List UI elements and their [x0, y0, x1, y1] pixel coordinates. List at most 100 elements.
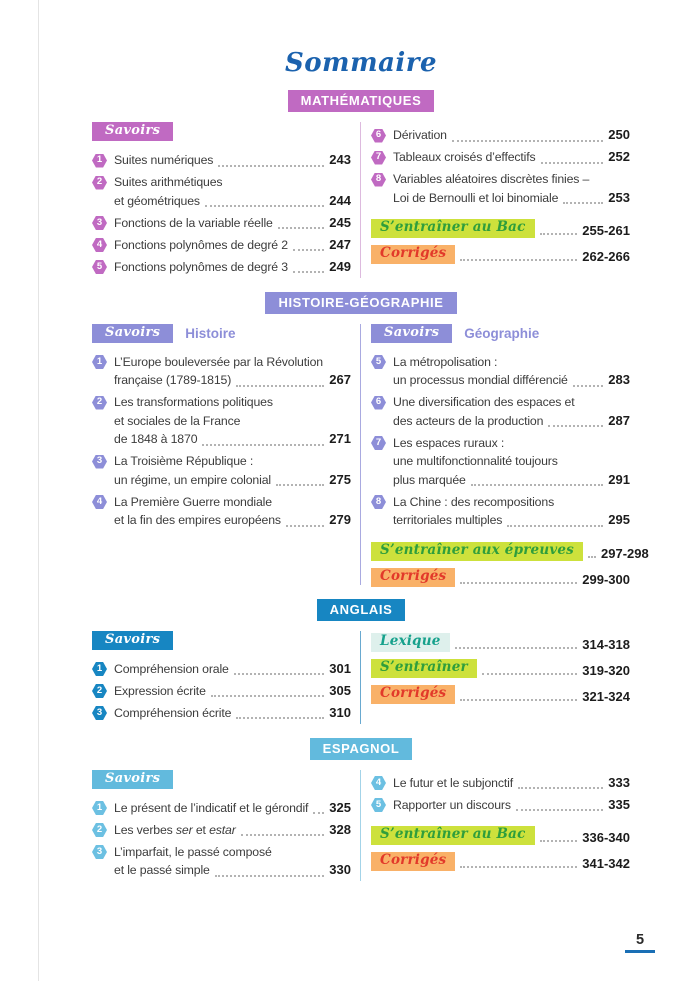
entry-title: Suites numériques [114, 153, 214, 167]
column-title-histoire: Histoire [185, 325, 236, 341]
toc-entry: 4 Le futur et le subjonctif 333 [371, 774, 630, 793]
entry-page: 267 [329, 372, 351, 387]
toc-entry: 5 Fonctions polynômes de degré 3 249 [92, 258, 351, 277]
entry-title-cont: plus marquée [393, 472, 466, 487]
entry-page: 252 [608, 149, 630, 164]
savoirs-row: Savoirs Géographie [371, 323, 630, 343]
entry-title: Expression écrite [114, 683, 206, 698]
entry-title: Le futur et le subjonctif [393, 775, 513, 790]
dotted-leader [460, 698, 578, 701]
dotted-leader [539, 233, 578, 235]
entry-page: 243 [329, 152, 351, 167]
entrainer-row: S’entraîner au Bac 255-261 [371, 219, 630, 238]
dotted-leader [460, 866, 578, 868]
entry-title: Tableaux croisés d’effectifs [393, 150, 536, 164]
toc-entry: 1 Suites numériques 243 [92, 151, 351, 170]
entry-number-badge: 4 [371, 776, 386, 790]
entrainer-label: S’entraîner au Bac [371, 219, 535, 238]
entry-title: Fonctions de la variable réelle [114, 215, 273, 230]
entry-number-badge: 8 [371, 495, 386, 509]
toc-entry: 2 Les transformations politiques et soci… [92, 393, 351, 449]
entry-title-cont: et le passé simple [114, 863, 210, 877]
entry-page: 245 [329, 214, 351, 230]
entry-page: 335 [608, 796, 630, 812]
entry-title-cont: des acteurs de la production [393, 413, 544, 428]
toc-entry: 2 Les verbes ser et estar 328 [92, 821, 351, 840]
toc-entry: 4 La Première Guerre mondiale et la fin … [92, 493, 351, 530]
corriges-row: Corrigés 341-342 [371, 852, 630, 871]
entry-page: 247 [329, 236, 351, 252]
entry-title-cont: française (1789-1815) [114, 373, 232, 387]
entry-title: La Première Guerre mondiale [114, 494, 272, 509]
entry-number-badge: 1 [92, 153, 107, 168]
entrainer-row: S’entraîner au Bac 336-340 [371, 826, 630, 845]
entry-title: Une diversification des espaces et [393, 395, 575, 409]
toc-entry: 3 Fonctions de la variable réelle 245 [92, 214, 351, 233]
toc-entry: 1 L’Europe bouleversée par la Révolution… [92, 353, 351, 390]
section-histoire-geographie: Savoirs Histoire 1 L’Europe bouleversée … [92, 322, 649, 587]
entry-page: 325 [329, 799, 351, 815]
entry-title-cont: de 1848 à 1870 [114, 432, 198, 446]
espagnol-right-column: 4 Le futur et le subjonctif 333 5 Rappor… [371, 768, 630, 884]
entry-title: L’Europe bouleversée par la Révolution [114, 354, 323, 369]
section-header-espagnol: ESPAGNOL [309, 737, 413, 760]
toc-entry: 6 Une diversification des espaces et des… [371, 393, 630, 430]
entry-number-badge: 7 [371, 436, 386, 450]
lexique-row: Lexique 314-318 [371, 632, 630, 652]
entry-number-badge: 2 [92, 175, 107, 190]
anglais-left-column: Savoirs 1 Compréhension orale 301 2 Expr… [92, 629, 351, 726]
math-right-column: 6 Dérivation 250 7 Tableaux croisés d’ef… [371, 120, 630, 280]
savoirs-badge: Savoirs [92, 630, 174, 650]
entry-number-badge: 2 [92, 684, 107, 698]
dotted-leader [236, 384, 325, 387]
entry-page: 287 [608, 412, 630, 428]
savoirs-badge: Savoirs [92, 323, 174, 343]
corriges-label: Corrigés [371, 245, 456, 264]
corriges-label: Corrigés [371, 567, 456, 587]
toc-content: Sommaire MATHÉMATIQUES Savoirs 1 Suites … [92, 48, 649, 887]
entry-title: Fonctions polynômes de degré 2 [114, 237, 288, 252]
entrainer-row: S’entraîner 319-320 [371, 658, 630, 678]
entry-page-range: 321-324 [582, 688, 630, 704]
entry-page: 249 [329, 258, 351, 274]
spine-line [38, 0, 39, 981]
dotted-leader [460, 581, 578, 584]
savoirs-row: Savoirs [92, 122, 351, 141]
entry-page: 305 [329, 682, 351, 698]
dotted-leader [460, 259, 578, 261]
entry-page: 295 [608, 512, 630, 527]
savoirs-badge: Savoirs [371, 323, 453, 343]
entry-title-part: et [192, 822, 210, 837]
dotted-leader [285, 524, 325, 527]
page-title: Sommaire [284, 48, 438, 78]
toc-entry: 5 Rapporter un discours 335 [371, 796, 630, 815]
entry-page: 271 [329, 431, 351, 446]
entry-number-badge: 7 [371, 150, 386, 165]
toc-entry: 3 L’imparfait, le passé composé et le pa… [92, 843, 351, 880]
entry-page-range: 336-340 [582, 830, 630, 845]
entry-page-range: 319-320 [582, 662, 630, 678]
geographie-column: Savoirs Géographie 5 La métropolisation … [371, 322, 649, 587]
toc-entry: 7 Tableaux croisés d’effectifs 252 [371, 148, 630, 167]
lexique-label: Lexique [371, 632, 450, 652]
entry-title: Compréhension orale [114, 661, 229, 676]
dotted-leader [210, 695, 325, 697]
entry-page-range: 314-318 [582, 636, 630, 652]
corriges-row: Corrigés 321-324 [371, 684, 630, 704]
dotted-leader [233, 673, 325, 675]
dotted-leader [588, 555, 596, 558]
dotted-leader [204, 205, 325, 207]
dotted-leader [202, 443, 325, 446]
entry-number-badge: 5 [371, 355, 386, 369]
entry-title-cont: et sociales de la France [114, 413, 241, 428]
page-number-underline [625, 949, 655, 953]
entry-page: 275 [329, 471, 351, 487]
column-divider [360, 630, 361, 724]
entry-title-cont: territoriales multiples [393, 513, 503, 527]
savoirs-row: Savoirs [92, 630, 351, 650]
entry-page-range: 297-298 [601, 545, 649, 561]
entry-page: 253 [608, 189, 630, 205]
entry-number-badge: 1 [92, 801, 107, 815]
entry-number-badge: 2 [92, 823, 107, 837]
